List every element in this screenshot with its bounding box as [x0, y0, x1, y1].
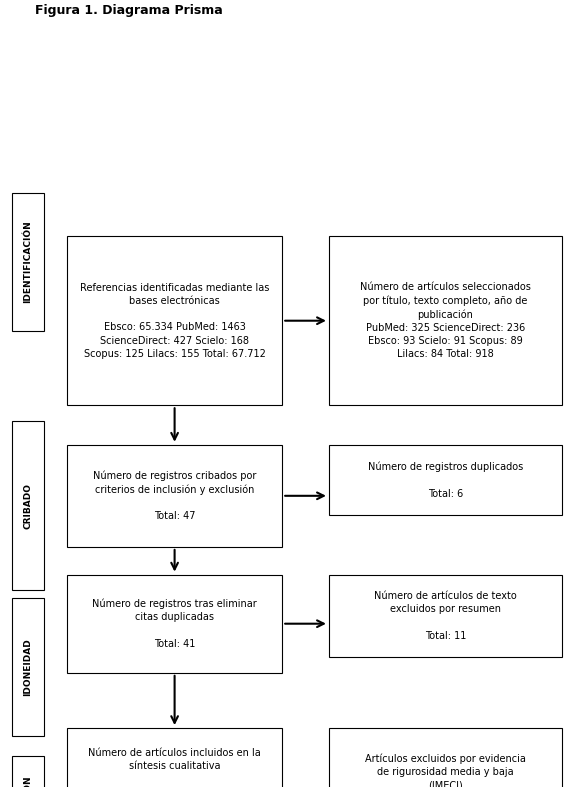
Text: Número de registros duplicados

Total: 6: Número de registros duplicados Total: 6	[368, 462, 523, 498]
Text: Artículos excluidos por evidencia
de rigurosidad media y baja
(IMECI)

Total: 4: Artículos excluidos por evidencia de rig…	[365, 753, 526, 787]
Bar	[329, 445, 562, 515]
Bar	[67, 575, 282, 673]
Bar	[12, 598, 44, 736]
Text: Número de registros tras eliminar
citas duplicadas

Total: 41: Número de registros tras eliminar citas …	[92, 599, 257, 648]
Text: Número de artículos de texto
excluidos por resumen

Total: 11: Número de artículos de texto excluidos p…	[374, 591, 517, 641]
Bar	[67, 236, 282, 405]
Text: IDENTIFICACIÓN: IDENTIFICACIÓN	[23, 220, 32, 303]
Text: CRIBADO: CRIBADO	[23, 482, 32, 529]
Text: IDONEIDAD: IDONEIDAD	[23, 638, 32, 696]
Bar	[329, 236, 562, 405]
Bar	[329, 728, 562, 787]
Text: Número de artículos seleccionados
por título, texto completo, año de
publicación: Número de artículos seleccionados por tí…	[360, 282, 531, 360]
Bar	[12, 756, 44, 787]
Bar	[67, 728, 282, 787]
Text: Número de registros cribados por
criterios de inclusión y exclusión

Total: 47: Número de registros cribados por criteri…	[93, 471, 256, 521]
Bar	[67, 445, 282, 547]
Bar	[12, 193, 44, 331]
Bar	[12, 421, 44, 590]
Text: INCLUSIÓN: INCLUSIÓN	[23, 775, 32, 787]
Text: Número de artículos incluidos en la
síntesis cualitativa

Rigurosidad metodológi: Número de artículos incluidos en la sínt…	[88, 748, 261, 787]
Text: Referencias identificadas mediante las
bases electrónicas

Ebsco: 65.334 PubMed:: Referencias identificadas mediante las b…	[80, 283, 269, 359]
Bar	[329, 575, 562, 657]
Text: Figura 1. Diagrama Prisma: Figura 1. Diagrama Prisma	[35, 4, 223, 17]
